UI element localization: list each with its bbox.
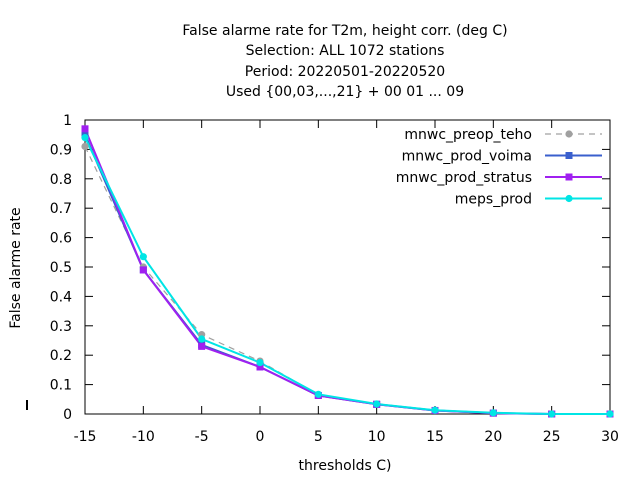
series-line-mnwc_preop_teho [85,147,610,415]
x-tick-label: -10 [132,429,155,445]
data-point [490,409,497,416]
x-tick-label: 15 [426,429,444,445]
y-tick-label: 0.4 [50,289,72,305]
chart-title-line-1: False alarme rate for T2m, height corr. … [182,23,507,39]
y-tick-label: 0.3 [50,319,72,335]
x-tick-label: 10 [368,429,386,445]
data-point [431,407,438,414]
y-tick-label: 0.5 [50,260,72,276]
legend-marker [565,195,572,202]
data-point [315,391,322,398]
legend-marker [566,174,573,181]
data-point [140,266,147,273]
legend-label: meps_prod [455,192,532,208]
legend-marker [566,152,573,159]
x-tick-label: -5 [195,429,209,445]
x-axis-label: thresholds C) [299,458,392,474]
axis-ticks: -15 -10 -5 0 5 10 15 20 25 30 0 0.1 0.2 0.3 0.4 0.5 0.6 0… [50,113,619,445]
y-tick-label: 0.8 [50,172,72,188]
data-point [81,134,88,141]
y-axis-label: False alarme rate [8,207,24,328]
x-tick-label: 25 [543,429,561,445]
chart-title-line-3: Period: 20220501-20220520 [245,64,445,80]
chart-title-line-4: Used {00,03,...,21} + 00 01 ... 09 [226,84,464,100]
data-point [548,410,555,417]
legend-label: mnwc_prod_stratus [396,170,532,186]
x-tick-label: 30 [601,429,619,445]
legend-marker [565,130,572,137]
series-markers [81,125,613,417]
data-point [82,125,89,132]
data-point [140,253,147,260]
data-point [256,359,263,366]
y-tick-label: 0 [63,407,72,423]
y-tick-label: 0.6 [50,231,72,247]
data-point [81,143,88,150]
y-tick-label: 0.9 [50,142,72,158]
data-point [606,410,613,417]
y-tick-label: 1 [63,113,72,129]
data-point [373,400,380,407]
data-point [198,343,205,350]
x-tick-label: 20 [484,429,502,445]
legend: mnwc_preop_teho mnwc_prod_voima mnwc_prod_… [396,127,602,208]
legend-label: mnwc_preop_teho [404,127,532,143]
y-tick-label: 0.2 [50,348,72,364]
chart-title-line-2: Selection: ALL 1072 stations [246,43,445,59]
x-tick-label: 0 [256,429,265,445]
legend-label: mnwc_prod_voima [402,149,532,165]
data-point [198,335,205,342]
x-tick-label: 5 [314,429,323,445]
y-tick-label: 0.7 [50,201,72,217]
x-tick-label: -15 [74,429,97,445]
y-tick-label: 0.1 [50,378,72,394]
